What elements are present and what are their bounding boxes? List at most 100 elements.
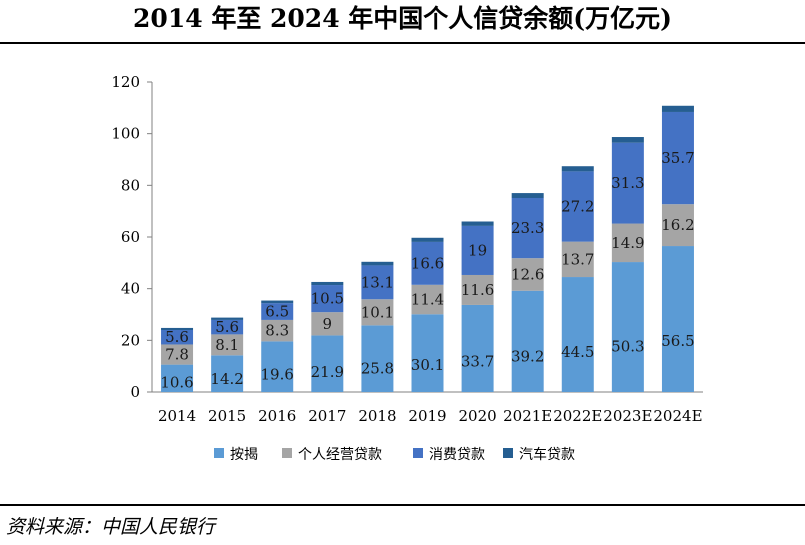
y-tick-label: 40 [121,280,140,298]
legend-swatch [214,448,224,458]
bar-segment [411,237,444,242]
x-tick-label: 2021E [503,407,552,425]
legend-label: 消费贷款 [429,447,485,463]
bar-segment [411,241,444,285]
data-label: 11.6 [461,281,494,299]
bar-segment [361,265,394,300]
bar-segment [661,111,694,205]
y-tick-label: 80 [121,176,140,194]
y-tick-label: 100 [111,125,140,143]
axes: 0 20 40 60 80 100 120 2014 2015 2016 2017 2018 2019 2… [111,73,703,425]
data-label: 14.2 [210,370,243,388]
x-tick-label: 2020 [458,407,496,425]
bar-segment [561,166,594,172]
data-label: 10.6 [160,373,193,391]
legend-swatch [503,448,513,458]
x-tick-label: 2016 [258,407,296,425]
x-tick-label: 2017 [308,407,346,425]
bar-segment [161,327,194,330]
data-label: 9 [323,315,333,333]
legend-label: 汽车贷款 [519,446,575,463]
source-divider [0,504,805,506]
data-label: 39.2 [511,348,544,366]
data-label: 21.9 [311,363,344,381]
bar-segment [661,246,694,392]
x-tick-label: 2015 [208,407,246,425]
y-tick-label: 0 [130,383,140,401]
bar-segment [511,193,544,198]
bars [161,105,694,392]
bar-segment [311,285,344,313]
data-label: 7.8 [165,346,189,364]
bar-segment [611,137,644,143]
bar-segment [261,319,294,342]
source-note: 资料来源：中国人民银行 [6,516,216,538]
bar-segment [211,355,244,392]
bar-segment [261,303,294,320]
data-label: 11.4 [411,291,444,309]
data-label: 30.1 [411,356,444,374]
bar-segment [211,319,244,335]
y-tick-label: 120 [111,73,140,91]
data-label: 16.2 [661,216,694,234]
bar-segment [611,142,644,224]
bar-segment [311,312,344,336]
bar-segment [211,334,244,356]
y-tick-label: 60 [121,228,140,246]
stacked-bar-chart: 0 20 40 60 80 100 120 2014 2015 2016 2017 2018 2019 2… [111,73,703,463]
data-label: 14.9 [611,234,644,252]
data-label: 56.5 [661,332,694,350]
data-label: 33.7 [461,353,494,371]
legend-swatch [282,448,292,458]
bar-segment [511,290,544,392]
bar-segment [561,277,594,392]
x-tick-label: 2019 [408,407,446,425]
bar-segment [311,335,344,392]
bar-segment [661,105,694,112]
y-tick-label: 20 [121,331,140,349]
data-label: 10.1 [361,303,394,321]
bar-segment [161,330,194,345]
bar-segment [261,341,294,392]
data-label: 27.2 [561,198,594,216]
legend-label: 按揭 [230,447,258,463]
bar-segment [511,258,544,291]
bar-segment [561,241,594,278]
x-tick-label: 2023E [603,407,652,425]
legend-swatch [413,448,423,458]
bar-segment [261,300,294,304]
data-label: 10.5 [311,290,344,308]
bar-segment [161,344,194,365]
data-label: 16.6 [411,254,444,272]
x-tick-label: 2018 [358,407,396,425]
data-label: 19 [468,241,487,259]
data-label: 31.3 [611,174,644,192]
bar-segment [361,325,394,392]
data-label: 8.1 [215,336,239,354]
bar-segment [561,171,594,242]
chart-title: 2014 年至 2024 年中国个人信贷余额(万亿元) [133,4,672,33]
data-labels: 10.67.85.614.28.15.619.68.36.521.9910.52… [160,149,694,391]
bar-segment [211,317,244,320]
bar-segment [361,299,394,326]
bar-segment [361,261,394,266]
data-label: 25.8 [361,360,394,378]
data-label: 6.5 [265,303,289,321]
data-label: 5.6 [165,328,189,346]
data-label: 44.5 [561,343,594,361]
x-tick-label: 2022E [553,407,602,425]
bar-segment [511,197,544,259]
bar-segment [461,221,494,226]
x-tick-label: 2024E [653,407,702,425]
data-label: 35.7 [661,149,694,167]
bar-segment [611,262,644,392]
bar-segment [461,274,494,305]
bar-segment [411,314,444,392]
data-label: 12.6 [511,265,544,283]
legend-label: 个人经营贷款 [298,447,382,463]
bar-segment [461,225,494,275]
data-label: 13.7 [561,250,594,268]
data-label: 13.1 [361,273,394,291]
data-label: 5.6 [215,318,239,336]
bar-segment [161,364,194,392]
